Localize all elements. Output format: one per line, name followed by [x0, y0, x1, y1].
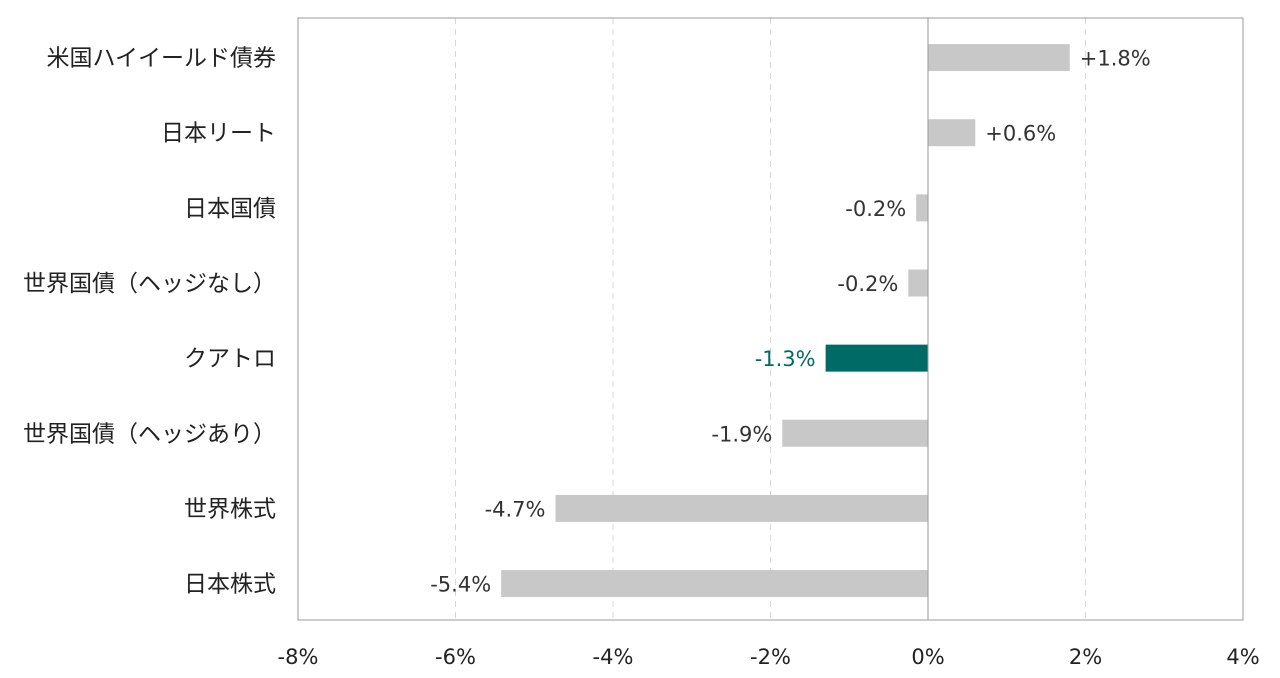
category-label: 世界国債（ヘッジあり）	[23, 421, 276, 447]
x-tick-label: 2%	[1069, 645, 1102, 669]
bar-5	[782, 419, 928, 447]
category-label: 日本国債	[184, 196, 276, 222]
x-tick-label: -8%	[278, 645, 319, 669]
bar-layer	[501, 44, 1070, 598]
category-label: 日本株式	[184, 572, 276, 598]
value-label: -0.2%	[845, 197, 906, 221]
x-tick-label: 0%	[911, 645, 944, 669]
plot-frame	[297, 17, 1244, 621]
label-layer: -8% -6% -4% -2% 0% 2% 4% 米国ハイイールド債券 +1.8% 日本リート +0…	[23, 46, 1260, 669]
bar-7	[501, 570, 928, 598]
category-label: 米国ハイイールド債券	[46, 46, 276, 72]
x-tick-label: -4%	[593, 645, 634, 669]
category-label: クアトロ	[184, 346, 276, 372]
axis-layer	[297, 17, 1244, 621]
x-tick-label: 4%	[1226, 645, 1259, 669]
value-label: -4.7%	[485, 497, 546, 521]
grid-layer	[455, 18, 1086, 620]
bar-4	[825, 344, 928, 372]
bar-0	[928, 44, 1070, 72]
value-label: +0.6%	[985, 122, 1056, 146]
value-label: -0.2%	[837, 272, 898, 296]
bar-2	[916, 194, 928, 222]
category-label: 世界株式	[184, 496, 276, 522]
value-label: -5.4%	[430, 573, 491, 597]
x-tick-label: -2%	[750, 645, 791, 669]
x-tick-label: -6%	[435, 645, 476, 669]
value-label: -1.3%	[755, 347, 816, 371]
category-label: 世界国債（ヘッジなし）	[23, 271, 276, 297]
value-label: +1.8%	[1080, 47, 1151, 71]
bar-1	[928, 119, 976, 147]
bar-6	[555, 494, 928, 522]
value-label: -1.9%	[711, 422, 772, 446]
category-label: 日本リート	[161, 121, 276, 147]
bar-3	[908, 269, 928, 297]
